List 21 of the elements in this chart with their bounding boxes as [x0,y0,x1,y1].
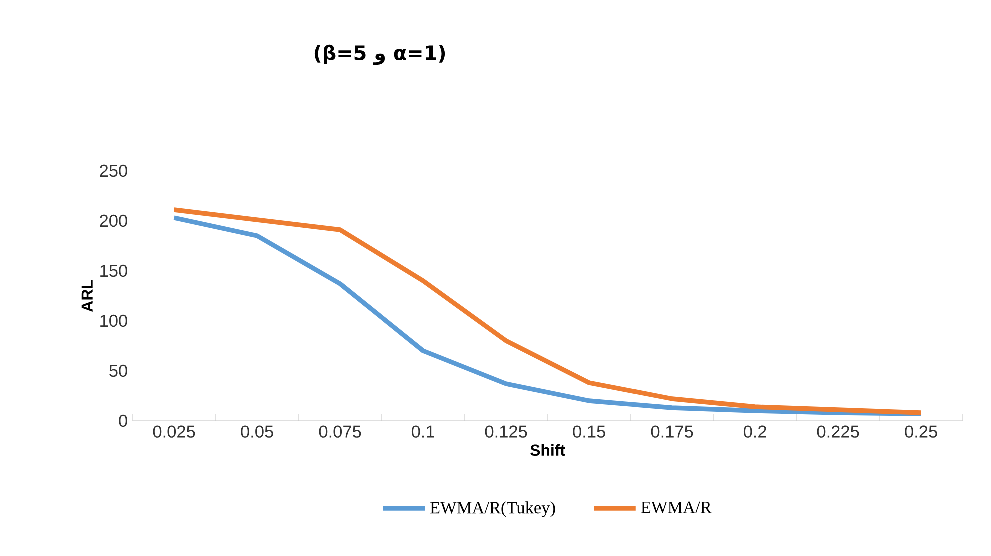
y-tick-label: 200 [100,214,128,228]
x-tick-label: 0.125 [485,426,528,438]
x-tick-label: 0.075 [319,426,362,438]
x-tick-label: 0.175 [651,426,694,438]
x-tick-label: 0.025 [153,426,196,438]
x-tick-label: 0.225 [817,426,860,438]
y-tick-label: 50 [110,364,128,378]
y-tick-label: 0 [119,414,128,428]
legend-label: EWMA/R(Tukey) [430,502,556,518]
y-axis-title: ARL [82,280,93,312]
x-tick-label: 0.1 [412,426,434,438]
legend-label: EWMA/R [641,502,712,514]
x-tick-label: 0.2 [744,426,766,438]
chart-title: (β=5 و α=1) [314,44,446,66]
x-tick-label: 0.25 [905,426,938,438]
y-tick-label: 100 [100,314,128,328]
x-tick-label: 0.05 [241,426,274,438]
x-tick-label: 0.15 [573,426,606,438]
x-axis-title: Shift [530,444,566,456]
y-tick-label: 250 [100,164,128,178]
y-tick-label: 150 [100,264,128,278]
